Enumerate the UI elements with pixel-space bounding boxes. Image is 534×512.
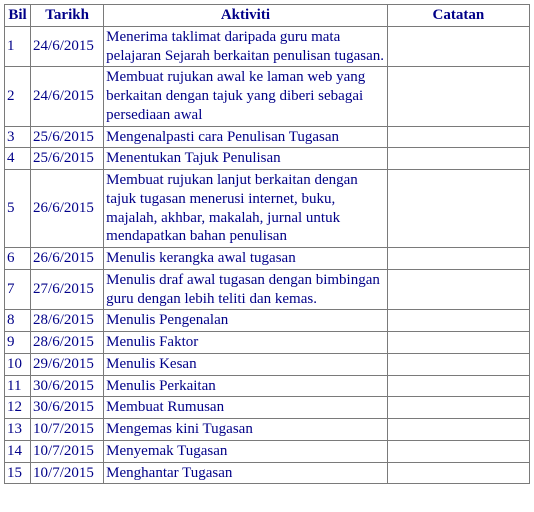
cell-tarikh: 24/6/2015 [31, 67, 104, 126]
table-row: 626/6/2015Menulis kerangka awal tugasan [5, 248, 530, 270]
cell-tarikh: 28/6/2015 [31, 310, 104, 332]
cell-aktiviti: Menulis draf awal tugasan dengan bimbing… [104, 269, 388, 310]
cell-bil: 8 [5, 310, 31, 332]
table-row: 526/6/2015Membuat rujukan lanjut berkait… [5, 170, 530, 248]
cell-catatan [387, 126, 529, 148]
cell-tarikh: 28/6/2015 [31, 332, 104, 354]
cell-tarikh: 24/6/2015 [31, 26, 104, 67]
table-row: 1310/7/2015Mengemas kini Tugasan [5, 419, 530, 441]
cell-catatan [387, 462, 529, 484]
cell-catatan [387, 170, 529, 248]
col-header-aktiviti: Aktiviti [104, 5, 388, 27]
col-header-bil: Bil [5, 5, 31, 27]
cell-bil: 9 [5, 332, 31, 354]
cell-tarikh: 25/6/2015 [31, 148, 104, 170]
table-row: 1029/6/2015Menulis Kesan [5, 353, 530, 375]
cell-catatan [387, 440, 529, 462]
table-header: Bil Tarikh Aktiviti Catatan [5, 5, 530, 27]
cell-catatan [387, 148, 529, 170]
cell-catatan [387, 353, 529, 375]
table-row: 727/6/2015Menulis draf awal tugasan deng… [5, 269, 530, 310]
col-header-catatan: Catatan [387, 5, 529, 27]
table-row: 828/6/2015Menulis Pengenalan [5, 310, 530, 332]
cell-tarikh: 29/6/2015 [31, 353, 104, 375]
cell-catatan [387, 397, 529, 419]
table-row: 425/6/2015Menentukan Tajuk Penulisan [5, 148, 530, 170]
cell-aktiviti: Menulis kerangka awal tugasan [104, 248, 388, 270]
table-row: 325/6/2015Mengenalpasti cara Penulisan T… [5, 126, 530, 148]
cell-bil: 11 [5, 375, 31, 397]
cell-tarikh: 30/6/2015 [31, 397, 104, 419]
cell-aktiviti: Membuat rujukan lanjut berkaitan dengan … [104, 170, 388, 248]
cell-bil: 12 [5, 397, 31, 419]
cell-aktiviti: Menulis Perkaitan [104, 375, 388, 397]
cell-catatan [387, 419, 529, 441]
cell-tarikh: 27/6/2015 [31, 269, 104, 310]
cell-bil: 15 [5, 462, 31, 484]
cell-bil: 13 [5, 419, 31, 441]
cell-aktiviti: Menulis Kesan [104, 353, 388, 375]
cell-tarikh: 26/6/2015 [31, 248, 104, 270]
table-row: 1510/7/2015Menghantar Tugasan [5, 462, 530, 484]
cell-catatan [387, 248, 529, 270]
cell-bil: 14 [5, 440, 31, 462]
table-row: 1130/6/2015Menulis Perkaitan [5, 375, 530, 397]
activity-table: Bil Tarikh Aktiviti Catatan 124/6/2015Me… [4, 4, 530, 484]
cell-aktiviti: Menentukan Tajuk Penulisan [104, 148, 388, 170]
cell-bil: 5 [5, 170, 31, 248]
cell-bil: 3 [5, 126, 31, 148]
table-row: 124/6/2015Menerima taklimat daripada gur… [5, 26, 530, 67]
table-row: 224/6/2015Membuat rujukan awal ke laman … [5, 67, 530, 126]
table-body: 124/6/2015Menerima taklimat daripada gur… [5, 26, 530, 484]
table-row: 928/6/2015Menulis Faktor [5, 332, 530, 354]
cell-bil: 4 [5, 148, 31, 170]
cell-bil: 6 [5, 248, 31, 270]
cell-tarikh: 10/7/2015 [31, 440, 104, 462]
cell-aktiviti: Mengenalpasti cara Penulisan Tugasan [104, 126, 388, 148]
cell-tarikh: 30/6/2015 [31, 375, 104, 397]
cell-catatan [387, 26, 529, 67]
cell-bil: 2 [5, 67, 31, 126]
cell-tarikh: 25/6/2015 [31, 126, 104, 148]
cell-catatan [387, 269, 529, 310]
cell-tarikh: 10/7/2015 [31, 419, 104, 441]
cell-tarikh: 10/7/2015 [31, 462, 104, 484]
cell-aktiviti: Menulis Faktor [104, 332, 388, 354]
cell-bil: 10 [5, 353, 31, 375]
cell-bil: 1 [5, 26, 31, 67]
cell-aktiviti: Menerima taklimat daripada guru mata pel… [104, 26, 388, 67]
cell-aktiviti: Menyemak Tugasan [104, 440, 388, 462]
cell-catatan [387, 310, 529, 332]
cell-aktiviti: Menulis Pengenalan [104, 310, 388, 332]
cell-catatan [387, 67, 529, 126]
table-row: 1230/6/2015Membuat Rumusan [5, 397, 530, 419]
cell-aktiviti: Mengemas kini Tugasan [104, 419, 388, 441]
cell-catatan [387, 375, 529, 397]
cell-aktiviti: Membuat Rumusan [104, 397, 388, 419]
cell-tarikh: 26/6/2015 [31, 170, 104, 248]
cell-aktiviti: Menghantar Tugasan [104, 462, 388, 484]
cell-catatan [387, 332, 529, 354]
col-header-tarikh: Tarikh [31, 5, 104, 27]
cell-aktiviti: Membuat rujukan awal ke laman web yang b… [104, 67, 388, 126]
cell-bil: 7 [5, 269, 31, 310]
table-row: 1410/7/2015Menyemak Tugasan [5, 440, 530, 462]
